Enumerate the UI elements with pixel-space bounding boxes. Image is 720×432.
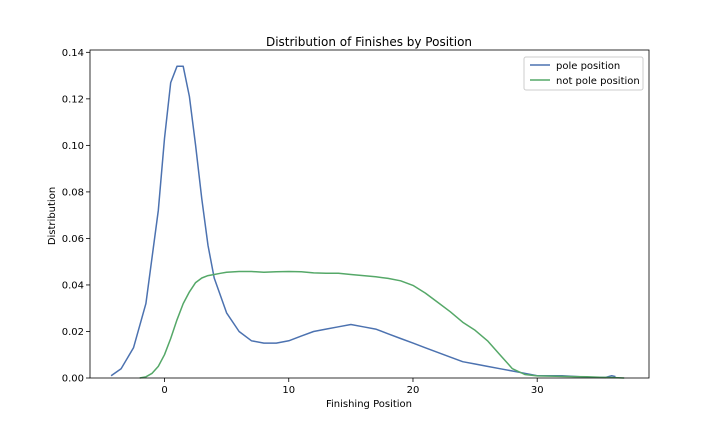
y-tick-label: 0.10 (62, 141, 84, 152)
x-tick-label: 20 (407, 385, 420, 396)
y-tick-label: 0.02 (62, 327, 84, 338)
y-tick-label: 0.06 (62, 234, 84, 245)
legend: pole position not pole position (523, 56, 644, 91)
chart-title: Distribution of Finishes by Position (266, 35, 472, 49)
axes-frame (89, 49, 650, 379)
y-tick-label: 0.00 (62, 374, 84, 385)
plot-area: 0 10 20 30 0.00 0.02 0.04 0.06 0.08 0.10 0.12 0.14 (62, 48, 650, 396)
legend-label-pole-position: pole position (556, 61, 620, 72)
y-tick-label: 0.14 (62, 48, 84, 59)
y-tick-label: 0.12 (62, 94, 84, 105)
legend-label-not-pole-position: not pole position (556, 76, 640, 87)
y-axis-label: Distribution (47, 187, 58, 245)
y-tick-label: 0.08 (62, 187, 84, 198)
x-tick-label: 0 (161, 385, 167, 396)
legend-box (523, 56, 644, 91)
series-line-pole-position (110, 65, 616, 379)
x-axis-label: Finishing Position (326, 399, 412, 410)
x-tick-label: 30 (531, 385, 544, 396)
y-tick-label: 0.04 (62, 280, 84, 291)
x-tick-label: 10 (282, 385, 295, 396)
series-line-not-pole-position (139, 270, 625, 379)
